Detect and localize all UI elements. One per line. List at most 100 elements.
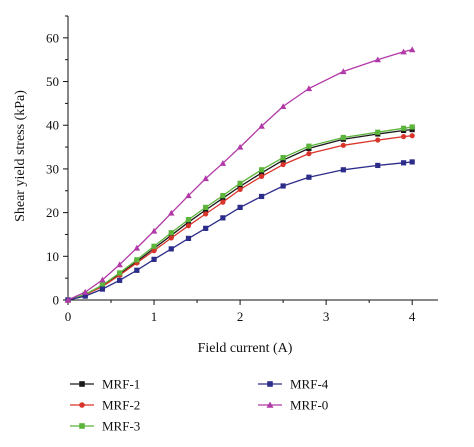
data-point	[306, 174, 312, 180]
data-point	[219, 159, 227, 166]
data-point	[259, 167, 265, 173]
data-point	[151, 256, 157, 262]
data-point	[280, 154, 286, 161]
y-tick-label: 10	[46, 249, 59, 264]
data-point	[340, 167, 346, 173]
data-point	[375, 137, 381, 143]
data-point	[99, 276, 106, 283]
y-tick-label: 20	[46, 205, 59, 220]
data-point	[374, 56, 382, 63]
y-axis-title: Shear yield stress (kPa)	[13, 90, 28, 222]
data-point	[375, 162, 381, 169]
data-point	[305, 85, 313, 92]
data-point	[280, 161, 286, 168]
legend: MRF-1 MRF-2 MRF-3 MRF-4 MRF-0	[70, 377, 329, 434]
data-point	[259, 173, 265, 179]
data-point	[168, 230, 174, 236]
data-point	[185, 235, 192, 241]
y-tick-label: 60	[46, 30, 59, 45]
data-point	[340, 68, 347, 75]
data-point	[133, 244, 141, 251]
data-point	[400, 133, 407, 140]
data-point	[400, 48, 407, 55]
legend-marker	[79, 402, 85, 408]
data-point	[409, 127, 415, 133]
data-point	[185, 217, 192, 223]
legend-item-mrf-2: MRF-2	[70, 398, 140, 413]
data-point	[168, 232, 174, 238]
series-line	[67, 135, 413, 301]
data-point	[168, 209, 175, 216]
legend-marker	[79, 423, 85, 429]
data-point	[409, 133, 415, 139]
series-layer	[64, 46, 416, 303]
x-axis-title: Field current (A)	[198, 341, 293, 356]
series-line	[67, 128, 413, 301]
data-point	[280, 157, 286, 163]
legend-label: MRF-4	[290, 377, 329, 392]
data-point	[409, 124, 415, 130]
x-tick-label: 4	[409, 309, 416, 324]
series-line	[67, 161, 413, 301]
data-point	[375, 129, 381, 135]
data-point	[259, 170, 265, 176]
data-point	[280, 183, 286, 189]
data-point	[220, 195, 226, 201]
data-point	[340, 142, 346, 148]
data-point	[185, 223, 192, 229]
data-point	[168, 246, 174, 252]
data-point	[340, 134, 346, 141]
data-point	[150, 227, 158, 234]
data-point	[258, 122, 265, 129]
data-point	[259, 193, 265, 200]
series-line	[67, 126, 413, 301]
data-point	[185, 192, 192, 199]
data-point	[220, 192, 226, 199]
legend-item-mrf-3: MRF-3	[70, 419, 140, 434]
data-point	[220, 199, 226, 205]
x-tick-label: 2	[237, 309, 244, 324]
legend-marker	[266, 401, 274, 408]
x-tick-label: 3	[323, 309, 330, 324]
data-point	[168, 235, 174, 241]
legend-item-mrf-0: MRF-0	[258, 398, 328, 413]
x-tick-label: 0	[65, 309, 72, 324]
data-point	[220, 215, 226, 221]
data-point	[236, 143, 244, 150]
data-point	[81, 288, 89, 295]
data-point	[203, 225, 209, 231]
y-tick-label: 30	[46, 161, 59, 176]
data-point	[237, 183, 243, 189]
data-point	[203, 211, 209, 217]
legend-label: MRF-2	[102, 398, 140, 413]
data-point	[99, 282, 106, 288]
data-point	[151, 243, 157, 249]
data-point	[151, 248, 157, 254]
data-point	[237, 204, 243, 210]
y-tick-label: 40	[46, 118, 59, 133]
data-point	[203, 204, 209, 210]
data-point	[99, 286, 106, 292]
data-point	[202, 175, 209, 182]
legend-marker	[267, 381, 273, 387]
data-point	[409, 159, 415, 165]
data-point	[117, 277, 123, 283]
data-point	[237, 180, 243, 186]
legend-marker	[79, 381, 85, 387]
data-point	[306, 151, 312, 157]
series-mrf-0	[64, 46, 416, 303]
data-point	[82, 293, 88, 299]
data-point	[117, 270, 123, 276]
data-point	[185, 219, 192, 225]
data-point	[116, 261, 123, 268]
series-mrf-2	[65, 133, 415, 303]
data-point	[400, 160, 407, 166]
data-point	[134, 257, 140, 263]
data-point	[134, 267, 140, 273]
data-point	[203, 207, 209, 213]
y-tick-label: 50	[46, 74, 59, 89]
data-point	[64, 296, 72, 303]
legend-label: MRF-1	[102, 377, 140, 392]
